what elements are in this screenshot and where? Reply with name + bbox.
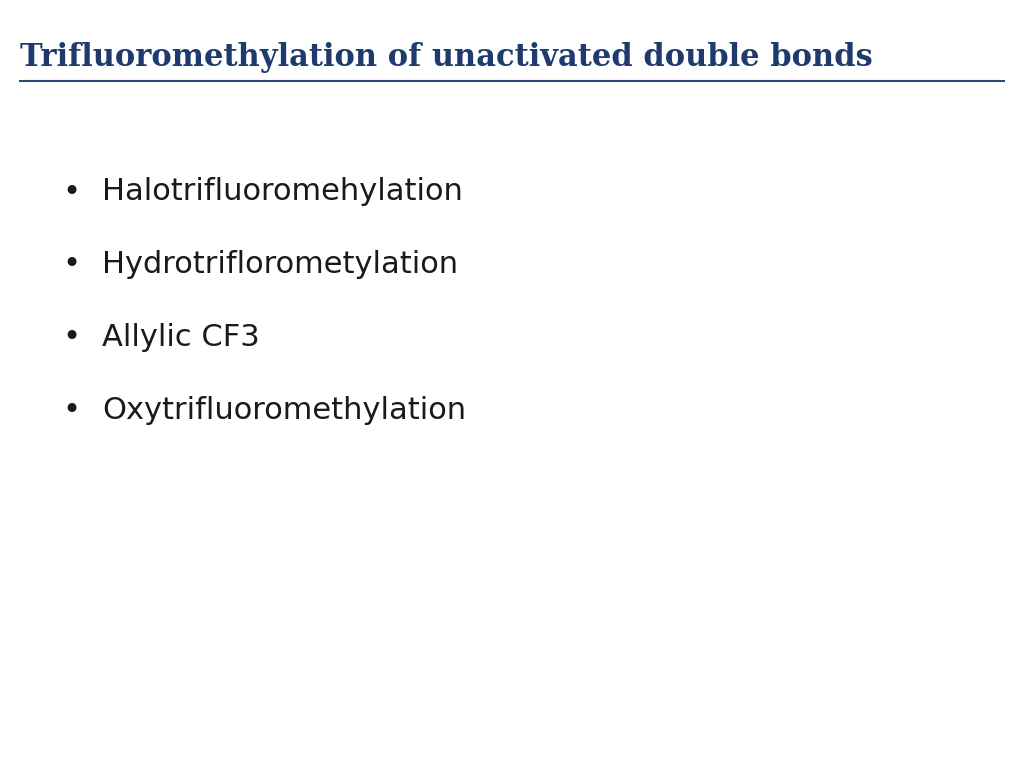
Text: •: • (62, 177, 81, 207)
Text: Allylic CF3: Allylic CF3 (102, 323, 260, 353)
Text: Hydrotriflorometylation: Hydrotriflorometylation (102, 250, 459, 280)
Text: Halotrifluoromehylation: Halotrifluoromehylation (102, 177, 463, 207)
Text: •: • (62, 396, 81, 425)
Text: •: • (62, 323, 81, 353)
Text: Oxytrifluoromethylation: Oxytrifluoromethylation (102, 396, 467, 425)
Text: •: • (62, 250, 81, 280)
Text: Trifluoromethylation of unactivated double bonds: Trifluoromethylation of unactivated doub… (20, 42, 873, 73)
